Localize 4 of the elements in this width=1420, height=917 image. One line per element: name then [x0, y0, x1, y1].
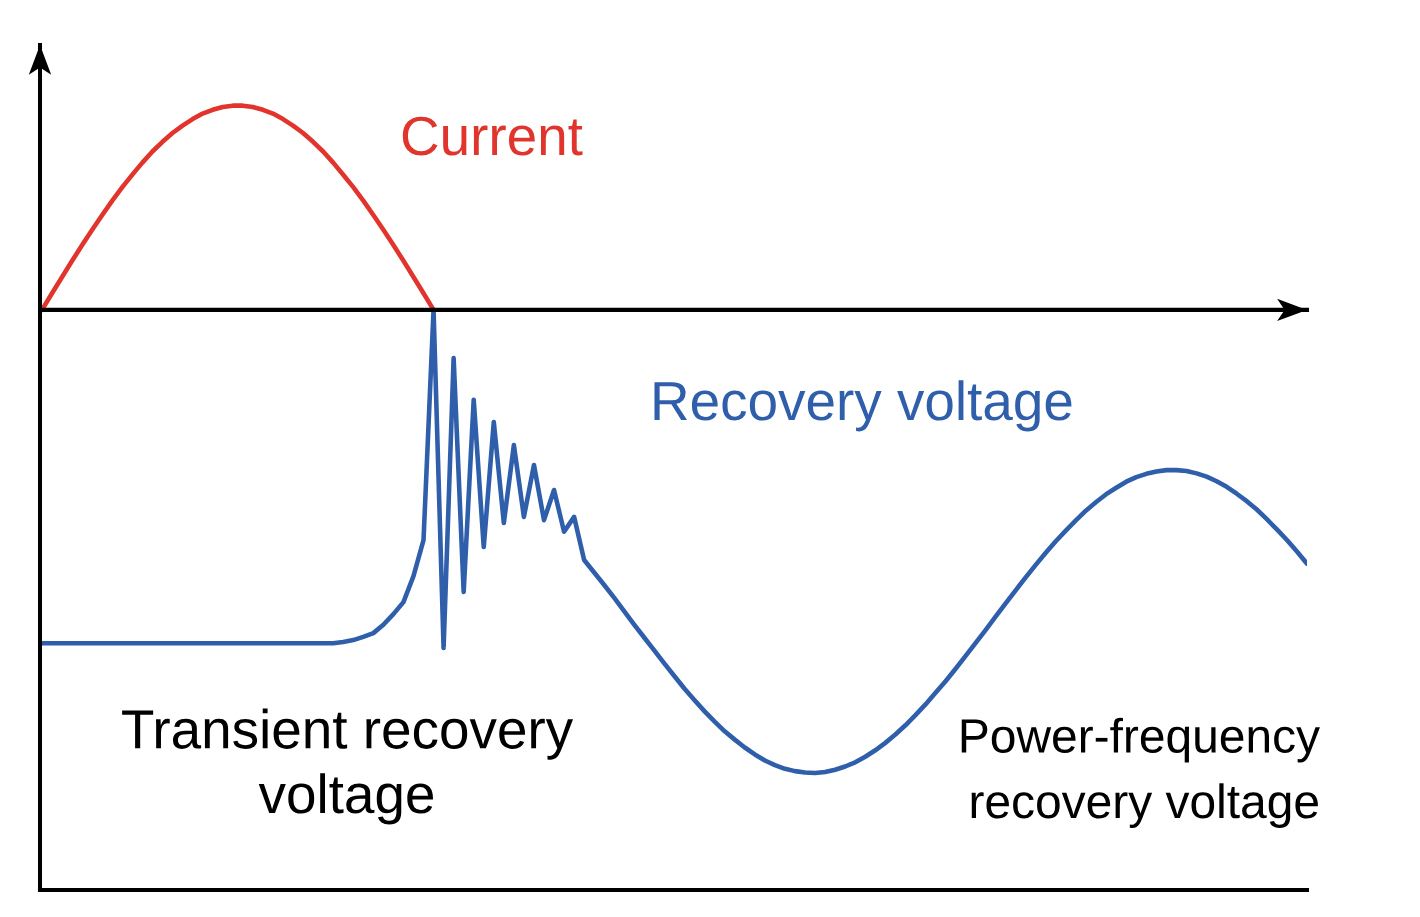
series-label: Current: [402, 116, 583, 156]
annotation: Transient recovery voltage: [122, 708, 574, 825]
series-label: Recovery voltage: [654, 380, 1072, 432]
annotation: Power-frequency recovery voltage: [961, 717, 1320, 828]
